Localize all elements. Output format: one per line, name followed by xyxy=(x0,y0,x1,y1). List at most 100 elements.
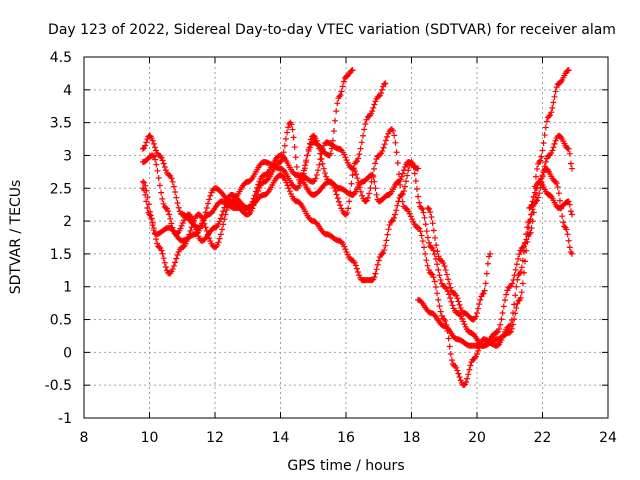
data-point xyxy=(567,160,574,167)
y-tick-label: 4.5 xyxy=(50,50,72,66)
data-point xyxy=(430,247,437,254)
data-point xyxy=(517,269,524,276)
data-point xyxy=(461,321,468,328)
data-point xyxy=(318,150,325,157)
series-track-2 xyxy=(139,80,389,277)
data-point xyxy=(422,221,429,228)
data-point xyxy=(424,204,431,211)
data-point xyxy=(435,296,442,303)
data-point xyxy=(567,208,574,215)
data-point xyxy=(203,204,210,211)
x-tick-label: 20 xyxy=(468,430,486,446)
data-point xyxy=(464,375,471,382)
data-point xyxy=(459,315,466,322)
data-point xyxy=(522,258,529,265)
data-point xyxy=(351,259,358,266)
data-point xyxy=(150,227,157,234)
data-point xyxy=(556,197,563,204)
data-point xyxy=(392,139,399,146)
data-point xyxy=(320,165,327,172)
data-point xyxy=(501,297,508,304)
data-point xyxy=(404,172,411,179)
data-point xyxy=(158,247,165,254)
data-point xyxy=(357,145,364,152)
data-point xyxy=(504,287,511,294)
data-point xyxy=(425,266,432,273)
data-point xyxy=(540,167,547,174)
data-point xyxy=(454,367,461,374)
data-point xyxy=(384,133,391,140)
data-point xyxy=(310,178,317,185)
data-point xyxy=(162,264,169,271)
data-point xyxy=(394,202,401,209)
data-point xyxy=(532,173,539,180)
data-point xyxy=(332,187,339,194)
data-point xyxy=(405,167,412,174)
data-point xyxy=(283,179,290,186)
data-point xyxy=(382,80,389,87)
data-point xyxy=(343,157,350,164)
data-point xyxy=(415,165,422,172)
data-point xyxy=(531,189,538,196)
data-point xyxy=(518,264,525,271)
data-point xyxy=(332,117,339,124)
y-tick-label: 3.5 xyxy=(50,116,72,132)
data-point xyxy=(406,210,413,217)
data-point xyxy=(518,289,525,296)
data-point xyxy=(431,251,438,258)
data-point xyxy=(375,93,382,100)
data-point xyxy=(301,165,308,172)
data-point xyxy=(338,88,345,95)
data-point xyxy=(306,140,313,147)
data-point xyxy=(519,280,526,287)
data-point xyxy=(566,150,573,157)
data-point xyxy=(379,86,386,93)
data-point xyxy=(359,132,366,139)
data-point xyxy=(169,178,176,185)
y-tick-label: 1.5 xyxy=(50,247,72,263)
data-point xyxy=(446,291,453,298)
data-point xyxy=(399,198,406,205)
data-point xyxy=(391,132,398,139)
data-point xyxy=(484,260,491,267)
data-point xyxy=(454,295,461,302)
data-point xyxy=(422,250,429,257)
data-point xyxy=(189,216,196,223)
data-point xyxy=(369,277,376,284)
data-point xyxy=(313,171,320,178)
y-tick-label: 0 xyxy=(63,345,72,361)
data-point xyxy=(381,81,388,88)
data-point xyxy=(172,259,179,266)
x-tick-label: 10 xyxy=(141,430,159,446)
data-point xyxy=(337,202,344,209)
data-point xyxy=(548,109,555,116)
data-point xyxy=(438,312,445,319)
data-point xyxy=(166,211,173,218)
data-point xyxy=(365,194,372,201)
data-point xyxy=(219,226,226,233)
data-point xyxy=(362,198,369,205)
data-point xyxy=(443,271,450,278)
data-point xyxy=(392,211,399,218)
data-point xyxy=(447,284,454,291)
data-point xyxy=(323,173,330,180)
data-point xyxy=(553,180,560,187)
data-point xyxy=(168,220,175,227)
data-point xyxy=(159,195,166,202)
data-point xyxy=(401,183,408,190)
data-point xyxy=(217,215,224,222)
data-point xyxy=(187,227,194,234)
data-point xyxy=(191,222,198,229)
data-point xyxy=(355,155,362,162)
data-point xyxy=(435,253,442,260)
data-point xyxy=(430,227,437,234)
y-tick-label: -0.5 xyxy=(45,378,72,394)
y-tick-label: 1 xyxy=(63,280,72,296)
data-point xyxy=(508,325,515,332)
data-point xyxy=(516,251,523,258)
data-point xyxy=(144,204,151,211)
data-point xyxy=(536,190,543,197)
data-point xyxy=(529,198,536,205)
data-point xyxy=(565,67,572,74)
data-point xyxy=(507,328,514,335)
